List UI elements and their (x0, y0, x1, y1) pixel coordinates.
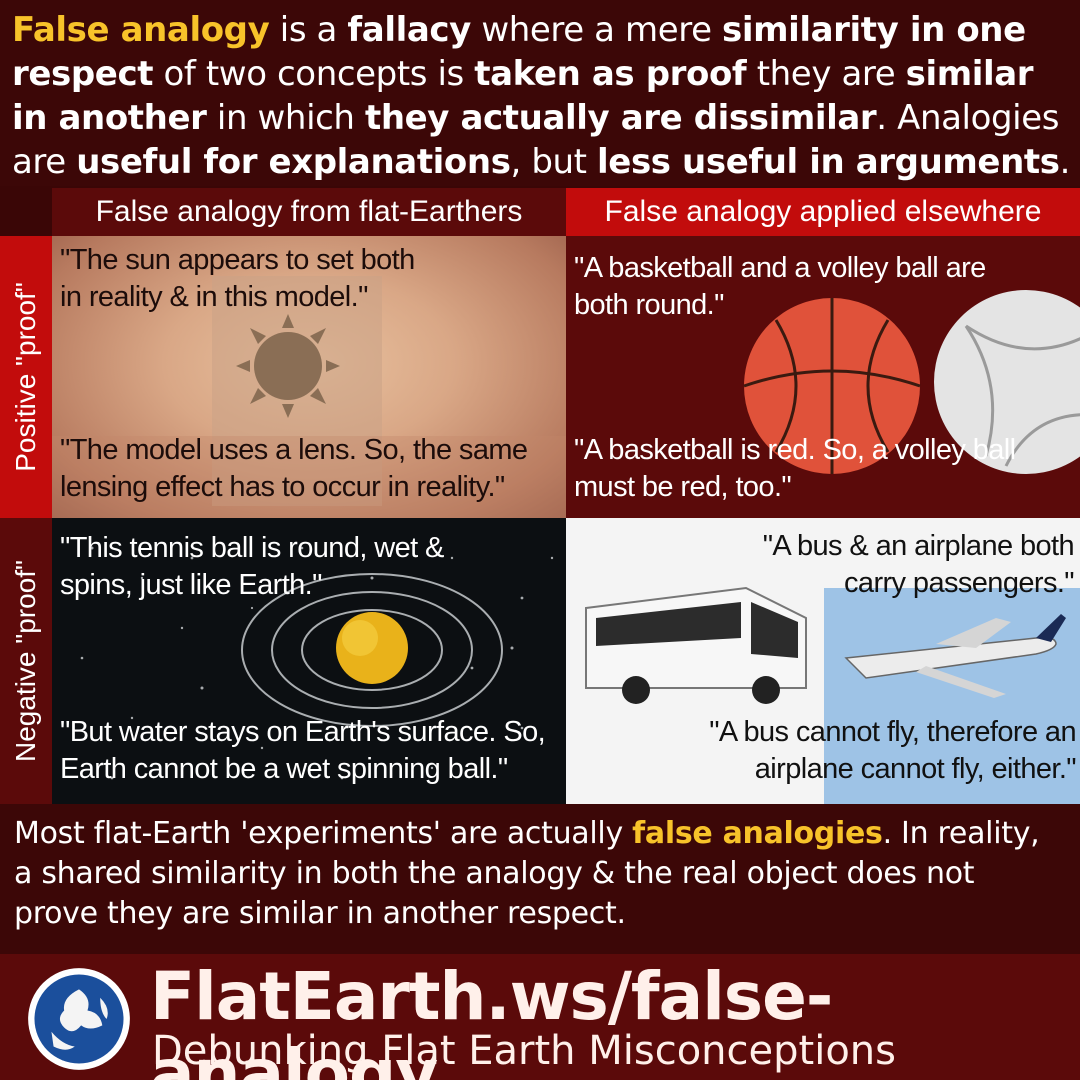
spinning-tennis-ball-image (80, 546, 554, 780)
cell-else-negative: "A bus & an airplane both carry passenge… (566, 518, 1080, 804)
column-header-flat-earthers: False analogy from flat-Earthers (52, 188, 566, 236)
cell-else-positive: "A basketball and a volley ball are both… (566, 236, 1080, 518)
sun-model-image (52, 276, 566, 518)
quote-flat-positive-2: "The model uses a lens. So, the same len… (60, 434, 528, 503)
bus-airplane-image (585, 586, 1080, 804)
summary-text: Most flat-Earth 'experiments' are actual… (14, 816, 1040, 931)
quote-flat-negative-1: "This tennis ball is round, wet & spins,… (60, 532, 444, 601)
intro-text: False analogy is a fallacy where a mere … (12, 10, 1071, 182)
footer: FlatEarth.ws/false-analogy Debunking Fla… (0, 954, 1080, 1080)
sun-icon (236, 314, 340, 418)
row-label-negative: Negative "proof" (10, 560, 41, 762)
balls-image (743, 290, 1080, 474)
row-header-negative: Negative "proof" (0, 518, 52, 804)
basketball-icon (743, 298, 921, 474)
volleyball-icon (934, 290, 1080, 474)
airplane-icon (844, 614, 1066, 698)
quote-else-negative-1: "A bus & an airplane both carry passenge… (762, 530, 1075, 599)
bus-icon (585, 586, 807, 704)
flat-earth-logo-icon (28, 968, 130, 1070)
site-tagline: Debunking Flat Earth Misconceptions (152, 1028, 896, 1074)
quote-flat-negative-2: "But water stays on Earth's surface. So,… (60, 716, 546, 785)
intro-panel: False analogy is a fallacy where a mere … (0, 0, 1080, 186)
quote-flat-positive-1: "The sun appears to set both in reality … (60, 244, 415, 313)
row-label-positive: Positive "proof" (10, 282, 41, 472)
quote-else-positive-2: "A basketball is red. So, a volley ball … (574, 434, 1016, 503)
cell-flat-positive: "The sun appears to set both in reality … (52, 236, 566, 518)
column-header-elsewhere: False analogy applied elsewhere (566, 188, 1080, 236)
row-header-positive: Positive "proof" (0, 236, 52, 518)
summary-panel: Most flat-Earth 'experiments' are actual… (0, 804, 1080, 954)
cell-flat-negative: "This tennis ball is round, wet & spins,… (52, 518, 566, 804)
quote-else-negative-2: "A bus cannot fly, therefore an airplane… (709, 716, 1076, 785)
site-url[interactable]: FlatEarth.ws/false-analogy (150, 958, 833, 1080)
quote-else-positive-1: "A basketball and a volley ball are both… (574, 252, 986, 321)
